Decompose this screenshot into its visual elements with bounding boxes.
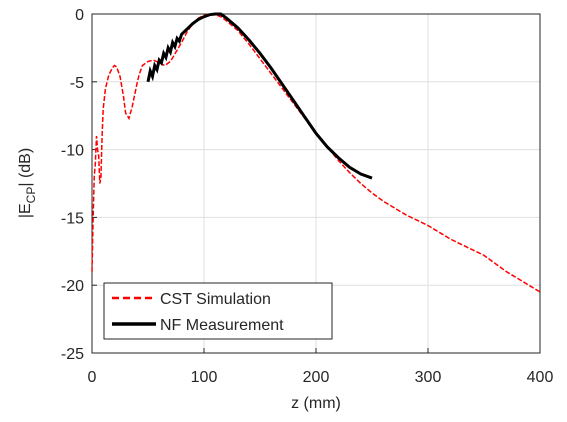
y-label-part: | (dB) [17,148,34,187]
x-tick-label: 0 [88,369,97,386]
x-tick-label: 100 [191,369,218,386]
x-axis-label: z (mm) [291,395,341,412]
y-tick-label: -20 [61,278,84,295]
y-axis-label: |ECP| (dB) [17,148,38,218]
legend-label: NF Measurement [160,317,284,334]
y-tick-label: -15 [61,210,84,227]
y-label-sub: CP [24,187,38,204]
plot-frame [91,13,541,354]
legend-box [103,282,333,340]
x-tick-label: 200 [303,369,330,386]
y-tick-label: -25 [61,346,84,363]
y-label-part: |E [17,203,34,218]
series-line [146,12,373,180]
y-tick-label: -5 [70,75,84,92]
x-tick-label: 400 [527,369,554,386]
legend-label: CST Simulation [160,291,271,308]
x-tick-label: 300 [415,369,442,386]
y-tick-label: 0 [75,7,84,24]
y-tick-label: -10 [61,143,84,160]
